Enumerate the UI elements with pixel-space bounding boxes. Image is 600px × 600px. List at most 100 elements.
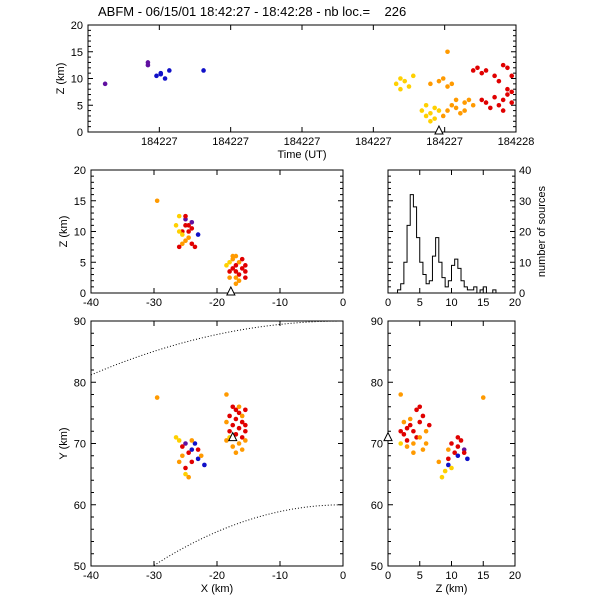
source-point	[192, 441, 198, 446]
y-tick-label: 70	[371, 439, 383, 451]
xy-panel: -40 -30 -20 -10 0 50 60 70 80 90 X (km) Y (km)	[58, 316, 346, 595]
x-tick-label: 0	[385, 297, 391, 309]
source-point	[404, 425, 410, 431]
source-point	[414, 407, 419, 413]
source-point	[452, 450, 457, 455]
source-point	[233, 263, 239, 268]
x-tick-label: 184227	[141, 136, 178, 148]
source-point	[154, 73, 159, 79]
source-point	[505, 65, 510, 71]
y-tick-label: 5	[80, 257, 86, 269]
source-point	[233, 416, 239, 422]
source-point	[492, 73, 497, 79]
x-tick-label: -10	[272, 297, 288, 309]
source-point	[243, 407, 248, 413]
source-point	[488, 105, 493, 111]
source-point	[479, 97, 485, 103]
source-point	[420, 447, 426, 452]
source-point	[239, 256, 245, 262]
source-point	[195, 456, 201, 462]
source-point	[230, 404, 236, 410]
source-point	[162, 76, 168, 81]
source-point	[236, 278, 242, 284]
source-point	[236, 441, 242, 446]
source-point	[227, 259, 232, 265]
source-point	[186, 223, 191, 228]
source-point	[243, 275, 248, 280]
source-point	[176, 213, 182, 219]
source-point	[449, 81, 455, 87]
y-tick-label: 10	[74, 227, 86, 239]
y-tick-label: 20	[74, 165, 86, 177]
source-point	[224, 392, 229, 397]
x-axis-label: Z (km)	[436, 583, 468, 595]
source-point	[236, 404, 242, 410]
source-point	[236, 410, 242, 416]
y-tick-label: 0	[80, 288, 86, 300]
source-point	[453, 105, 459, 111]
source-point	[236, 272, 242, 277]
y-tick-label: 10	[71, 74, 83, 86]
source-point	[440, 76, 446, 81]
source-point	[417, 419, 423, 425]
source-point	[410, 73, 416, 79]
x-tick-label: 0	[385, 570, 391, 582]
station-triangle-icon	[226, 285, 236, 296]
source-point	[195, 447, 201, 452]
y-tick-label: 60	[74, 500, 86, 512]
y-tick-label: 60	[371, 500, 383, 512]
source-point	[402, 78, 408, 84]
source-point	[239, 419, 245, 425]
source-point	[436, 459, 442, 465]
source-point	[466, 97, 472, 103]
source-point	[167, 68, 172, 73]
source-point	[243, 422, 248, 428]
y-tick-label: 80	[371, 377, 383, 389]
source-point	[192, 244, 198, 250]
y-tick-label: 50	[74, 561, 86, 573]
x-axis-label: Time (UT)	[277, 149, 326, 161]
zy-panel: 0 5 10 15 20 50 60 70 80 90 Z (km)	[371, 316, 521, 595]
source-point	[393, 81, 399, 87]
source-point	[176, 438, 182, 443]
source-point	[439, 474, 445, 480]
source-point	[407, 416, 413, 422]
y-tick-label: 90	[371, 316, 383, 328]
source-point	[414, 435, 419, 440]
x-tick-label: 20	[509, 297, 521, 309]
source-point	[423, 113, 429, 119]
source-point	[411, 441, 416, 446]
source-point	[428, 81, 433, 87]
y-tick-label: 15	[71, 47, 83, 59]
source-point	[455, 444, 461, 449]
y-tick-label: 0	[519, 288, 525, 300]
source-point	[404, 444, 410, 449]
time-height-panel: 184227 184227 184227 184227 184227 184228 0 5 10…	[55, 20, 534, 161]
source-point	[436, 108, 442, 113]
source-point	[420, 413, 426, 419]
source-point	[239, 435, 245, 440]
x-tick-label: 184227	[212, 136, 249, 148]
source-point	[401, 419, 407, 425]
source-point	[406, 84, 412, 89]
x-tick-label: 15	[477, 297, 489, 309]
source-point	[202, 462, 207, 468]
source-point	[407, 422, 413, 428]
source-point	[470, 68, 476, 73]
source-point	[432, 105, 437, 111]
y-tick-label: 15	[74, 196, 86, 208]
source-point	[176, 229, 182, 234]
source-point	[176, 459, 182, 465]
source-point	[446, 456, 451, 462]
y-tick-label: 50	[371, 561, 383, 573]
source-point	[398, 441, 404, 446]
y-tick-label: 70	[74, 439, 86, 451]
source-point	[236, 259, 242, 265]
y-tick-label: 20	[71, 20, 83, 32]
source-point	[442, 468, 448, 474]
source-point	[462, 108, 467, 113]
y-tick-label: 40	[519, 165, 531, 177]
x-tick-label: 184227	[355, 136, 392, 148]
source-point	[233, 450, 239, 455]
